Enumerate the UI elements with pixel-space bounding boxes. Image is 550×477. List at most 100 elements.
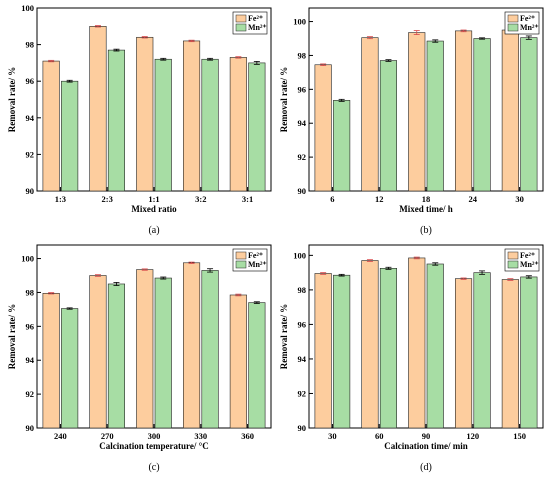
bar-mn: [201, 58, 219, 192]
bar-fe: [454, 30, 473, 192]
bar-fe: [42, 60, 60, 192]
x-axis-label: Calcination time/ min: [384, 441, 468, 451]
bar-fe: [89, 25, 107, 192]
bar-mn: [333, 100, 351, 192]
panel-label: (c): [148, 462, 159, 473]
x-tick-label: 1:1: [148, 194, 159, 204]
bar-fe: [229, 57, 247, 192]
bar-mn: [379, 268, 398, 429]
legend-label: Mn²⁺: [248, 23, 267, 32]
bar-mn: [379, 60, 398, 192]
y-tick-label: 92: [298, 388, 307, 398]
x-tick-label: 18: [422, 194, 431, 204]
y-tick-label: 100: [21, 3, 34, 13]
x-tick-label: 240: [54, 431, 67, 441]
y-tick-label: 94: [298, 118, 307, 128]
y-tick-label: 92: [298, 152, 307, 162]
y-tick-label: 98: [26, 287, 35, 297]
y-tick-label: 90: [298, 423, 307, 433]
y-tick-label: 90: [26, 186, 35, 196]
bar-mn: [248, 302, 266, 429]
panel-label: (a): [148, 225, 159, 236]
bar-mn: [154, 277, 172, 429]
x-tick-label: 90: [422, 431, 431, 441]
legend-label: Mn²⁺: [248, 260, 267, 269]
bar-fe: [408, 257, 426, 429]
legend-swatch-fe: [235, 251, 247, 260]
bar-mn: [248, 62, 266, 192]
y-tick-label: 98: [298, 285, 307, 295]
y-tick-label: 96: [298, 319, 307, 329]
x-tick-label: 1:3: [55, 194, 66, 204]
x-tick-label: 12: [375, 194, 384, 204]
y-tick-label: 100: [293, 250, 306, 260]
chart-panel-4: 90 92 94 96 98 100 30 60 90 120 150 Calcination tim…: [279, 244, 544, 473]
y-tick-label: 96: [298, 84, 307, 94]
y-tick-label: 92: [26, 149, 35, 159]
bar-fe: [408, 32, 426, 192]
bar-mn: [154, 58, 172, 192]
x-tick-label: 330: [194, 431, 207, 441]
y-tick-label: 94: [298, 354, 307, 364]
legend-label: Fe²⁺: [248, 251, 263, 260]
y-axis-label: Removal rate/ %: [279, 304, 289, 369]
legend-swatch-fe: [507, 14, 519, 23]
bar-fe: [361, 260, 379, 429]
bar-mn: [473, 272, 491, 429]
legend-swatch-mn: [507, 260, 519, 269]
y-axis-label: Removal rate/ %: [7, 67, 17, 132]
x-tick-label: 6: [330, 194, 334, 204]
bar-mn: [426, 40, 444, 192]
bar-fe: [314, 64, 332, 192]
x-tick-label: 2:3: [102, 194, 113, 204]
y-tick-label: 94: [26, 355, 35, 365]
bar-fe: [136, 269, 154, 429]
x-tick-label: 150: [513, 431, 526, 441]
y-tick-label: 92: [26, 389, 35, 399]
x-axis-label: Mixed ratio: [131, 204, 177, 214]
panel-label: (b): [420, 225, 432, 236]
x-tick-label: 3:1: [242, 194, 253, 204]
bar-fe: [136, 36, 154, 192]
legend-swatch-mn: [235, 260, 247, 269]
bar-fe: [89, 275, 107, 429]
x-tick-label: 30: [328, 431, 337, 441]
bar-fe: [183, 262, 201, 429]
legend-label: Fe²⁺: [248, 14, 263, 23]
y-axis-label: Removal rate/ %: [7, 304, 17, 369]
y-tick-label: 90: [298, 186, 307, 196]
x-tick-label: 3:2: [195, 194, 206, 204]
legend-label: Mn²⁺: [520, 260, 539, 269]
x-tick-label: 270: [101, 431, 114, 441]
bar-fe: [501, 29, 519, 192]
y-tick-label: 90: [26, 423, 35, 433]
bar-fe: [42, 292, 60, 429]
legend-label: Mn²⁺: [520, 23, 539, 32]
chart-panel-1: 90 92 94 96 98 100 1:3 2:3 1:1 3:2 3:1 Mixed ratio R…: [7, 3, 272, 236]
y-tick-label: 98: [26, 40, 35, 50]
bar-mn: [201, 270, 219, 429]
y-axis-label: Removal rate/ %: [279, 67, 289, 132]
x-tick-label: 120: [466, 431, 479, 441]
bar-fe: [361, 37, 379, 192]
bar-fe: [229, 294, 247, 429]
legend-label: Fe²⁺: [520, 14, 535, 23]
x-tick-label: 30: [515, 194, 524, 204]
chart-panel-3: 90 92 94 96 98 100 240 270 300 330 360 Calcination …: [7, 244, 272, 473]
y-tick-label: 94: [26, 113, 35, 123]
bar-fe: [314, 273, 332, 429]
chart-panel-2: 90 92 94 96 98 100 6 12 18 24 30 Mixed time/ h Remov…: [279, 7, 544, 236]
y-tick-label: 96: [26, 321, 35, 331]
y-tick-label: 100: [21, 254, 34, 264]
bar-mn: [61, 80, 79, 192]
x-axis-label: Calcination temperature/ °C: [99, 441, 208, 451]
bar-fe: [183, 40, 201, 192]
legend-swatch-mn: [507, 23, 519, 32]
x-tick-label: 300: [148, 431, 161, 441]
bar-mn: [520, 37, 538, 192]
bar-fe: [454, 278, 473, 429]
y-tick-label: 98: [298, 50, 307, 60]
y-tick-label: 96: [26, 76, 35, 86]
bar-mn: [107, 283, 125, 429]
